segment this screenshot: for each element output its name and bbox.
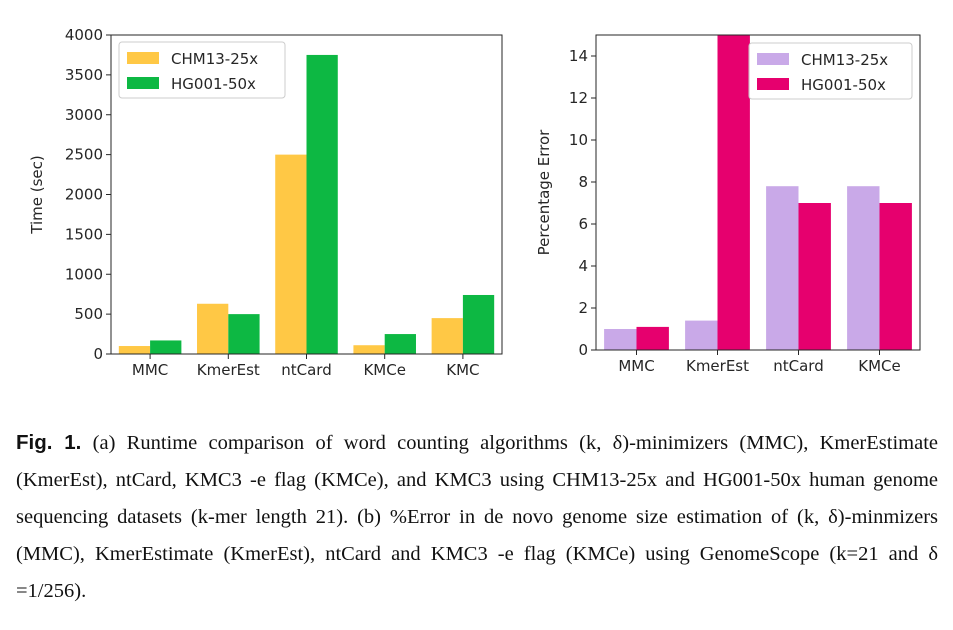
plot-frame	[595, 34, 921, 351]
x-tick-label: MMC	[618, 357, 654, 375]
bar-KMCe-HG001-50x	[384, 334, 416, 354]
y-tick-label: 2	[578, 299, 588, 317]
y-tick-label: 3500	[65, 66, 103, 84]
legend-entry: CHM13-25x	[801, 51, 888, 69]
y-tick-label: 3000	[65, 106, 103, 124]
y-tick-label: 6	[578, 215, 588, 233]
bar-ntCard-CHM13-25x	[275, 154, 307, 354]
bar-MMC-HG001-50x	[636, 326, 669, 350]
bar-MMC-CHM13-25x	[604, 329, 637, 350]
error-chart: MMC KmerEst ntCard KMCe 0 2 4 6 8 10 12 14 Percentag…	[535, 34, 921, 375]
bar-KMC-HG001-50x	[462, 294, 495, 354]
x-tick-label: KmerEst	[197, 361, 260, 379]
legend: CHM13-25x HG001-50x	[118, 41, 286, 99]
legend-entry: HG001-50x	[171, 75, 256, 93]
y-tick-label: 8	[578, 173, 588, 191]
legend: CHM13-25x HG001-50x	[748, 42, 913, 100]
legend-box	[118, 41, 286, 99]
figure-charts: MMC KmerEst ntCard KMCe KMC 0 500 1000 1500 2000 2…	[28, 26, 921, 379]
y-tick-label: 2000	[65, 186, 103, 204]
y-tick-label: 1500	[65, 225, 103, 243]
runtime-chart: MMC KmerEst ntCard KMCe KMC 0 500 1000 1500 2000 2…	[28, 26, 503, 379]
legend-swatch	[127, 77, 159, 89]
x-tick-label: ntCard	[281, 361, 331, 379]
figure-caption: Fig. 1. (a) Runtime comparison of word c…	[16, 424, 938, 610]
bar-KMCe-HG001-50x	[879, 203, 912, 350]
legend-swatch	[127, 52, 159, 64]
bar-MMC-CHM13-25x	[118, 346, 151, 354]
y-tick-label: 0	[93, 345, 103, 363]
y-tick-label: 1000	[65, 265, 103, 283]
y-tick-label: 10	[569, 131, 588, 149]
y-axis-label: Time (sec)	[28, 155, 46, 234]
legend-entry: HG001-50x	[801, 76, 886, 94]
plot-frame	[110, 34, 503, 355]
legend-entry: CHM13-25x	[171, 50, 258, 68]
bar-KmerEst-CHM13-25x	[685, 320, 718, 350]
y-tick-label: 4000	[65, 26, 103, 44]
y-tick-label: 12	[569, 89, 588, 107]
y-tick-label: 4	[578, 257, 588, 275]
legend-swatch	[757, 78, 789, 90]
x-tick-label: KMCe	[858, 357, 900, 375]
bar-KmerEst-HG001-50x	[228, 314, 260, 354]
caption-text: (a) Runtime comparison of word counting …	[16, 432, 938, 602]
legend-box	[748, 42, 913, 100]
y-tick-label: 14	[569, 47, 588, 65]
x-tick-label: MMC	[132, 361, 168, 379]
bar-KMC-CHM13-25x	[431, 318, 463, 354]
bar-KMCe-CHM13-25x	[353, 345, 385, 354]
x-tick-label: KMC	[446, 361, 479, 379]
bar-KMCe-CHM13-25x	[847, 186, 880, 350]
x-tick-label: KMCe	[363, 361, 405, 379]
bar-ntCard-HG001-50x	[306, 54, 338, 354]
bar-ntCard-HG001-50x	[798, 203, 831, 350]
y-tick-label: 2500	[65, 146, 103, 164]
bar-MMC-HG001-50x	[150, 340, 182, 354]
bar-KmerEst-CHM13-25x	[197, 303, 229, 354]
x-tick-label: KmerEst	[686, 357, 749, 375]
y-axis-label: Percentage Error	[535, 129, 553, 256]
y-tick-label: 0	[578, 341, 588, 359]
x-tick-label: ntCard	[773, 357, 823, 375]
legend-swatch	[757, 53, 789, 65]
bar-KmerEst-HG001-50x	[717, 35, 750, 350]
bar-ntCard-CHM13-25x	[766, 186, 799, 350]
y-tick-label: 500	[74, 305, 103, 323]
caption-label: Fig. 1.	[16, 431, 82, 454]
